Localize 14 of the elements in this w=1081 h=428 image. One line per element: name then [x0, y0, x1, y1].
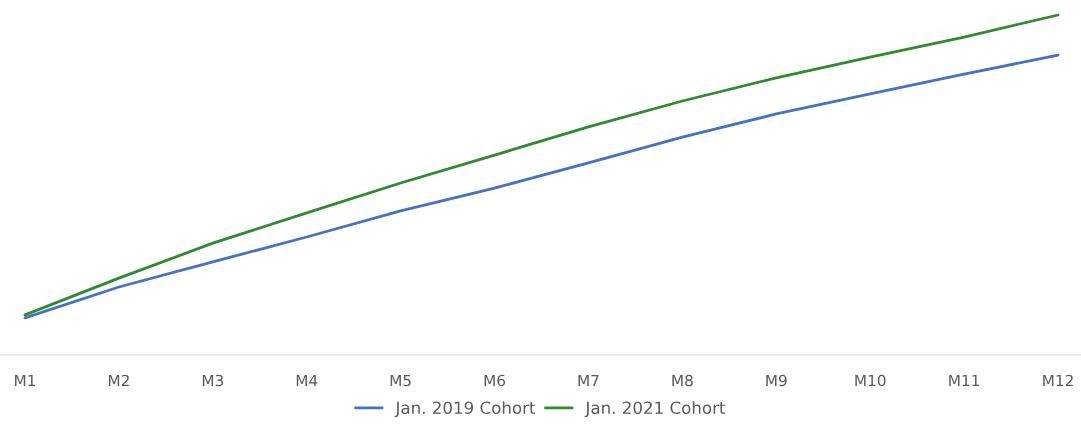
- x-tick-label: M3: [202, 374, 224, 387]
- x-tick-label: M7: [578, 374, 599, 387]
- x-tick-label: M5: [390, 374, 411, 387]
- x-tick-label: M11: [949, 374, 979, 387]
- x-tick-label: M8: [672, 374, 693, 387]
- x-tick-label: M2: [108, 374, 129, 387]
- x-tick-label: M1: [15, 374, 36, 387]
- legend-label: Jan. 2021 Cohort: [584, 401, 726, 418]
- legend-label: Jan. 2019 Cohort: [394, 401, 536, 418]
- x-tick-label: M4: [296, 374, 318, 387]
- x-tick-label: M12: [1043, 374, 1073, 387]
- x-tick-label: M10: [855, 374, 886, 387]
- x-tick-label: M9: [766, 374, 787, 387]
- x-tick-label: M6: [484, 374, 506, 387]
